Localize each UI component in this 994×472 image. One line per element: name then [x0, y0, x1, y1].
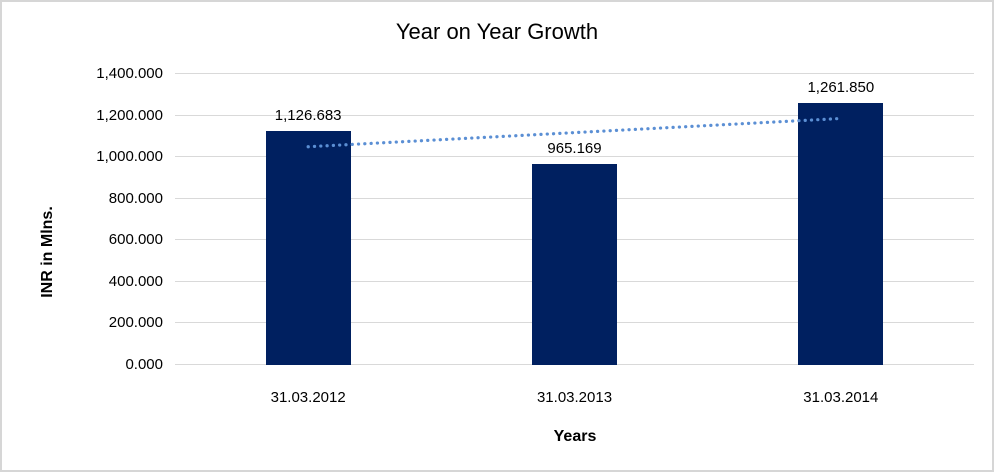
y-tick-label: 1,400.000 — [96, 65, 163, 82]
y-tick-label: 400.000 — [108, 272, 163, 290]
gridline — [175, 73, 974, 74]
y-tick-label: 1,000.000 — [96, 148, 163, 166]
y-tick-label: 1,200.000 — [96, 106, 163, 124]
trendline — [306, 116, 843, 149]
bar-31.03.2012 — [265, 130, 351, 365]
x-tick-label: 31.03.2014 — [803, 389, 879, 406]
gridline — [175, 156, 974, 158]
trendline-svg — [306, 116, 843, 149]
x-tick-label: 31.03.2012 — [270, 389, 346, 406]
bar-data-label: 1,261.850 — [807, 78, 875, 96]
chart-title: Year on Year Growth — [395, 19, 599, 44]
x-axis-title: Years — [553, 428, 597, 445]
y-tick-label: 800.000 — [108, 189, 163, 207]
bar-31.03.2014 — [798, 102, 884, 365]
y-tick-label: 0.000 — [125, 356, 163, 373]
bar-data-label: 1,126.683 — [274, 106, 342, 124]
gridline — [175, 114, 974, 116]
plot-area: 1,126.683 965.169 1,261.850 — [175, 73, 974, 365]
bar-data-label: 965.169 — [547, 140, 602, 158]
y-tick-label: 600.000 — [108, 231, 163, 249]
bar-31.03.2013 — [532, 164, 617, 365]
x-tick-label: 31.03.2013 — [536, 389, 613, 406]
y-tick-label: 200.000 — [108, 314, 163, 332]
